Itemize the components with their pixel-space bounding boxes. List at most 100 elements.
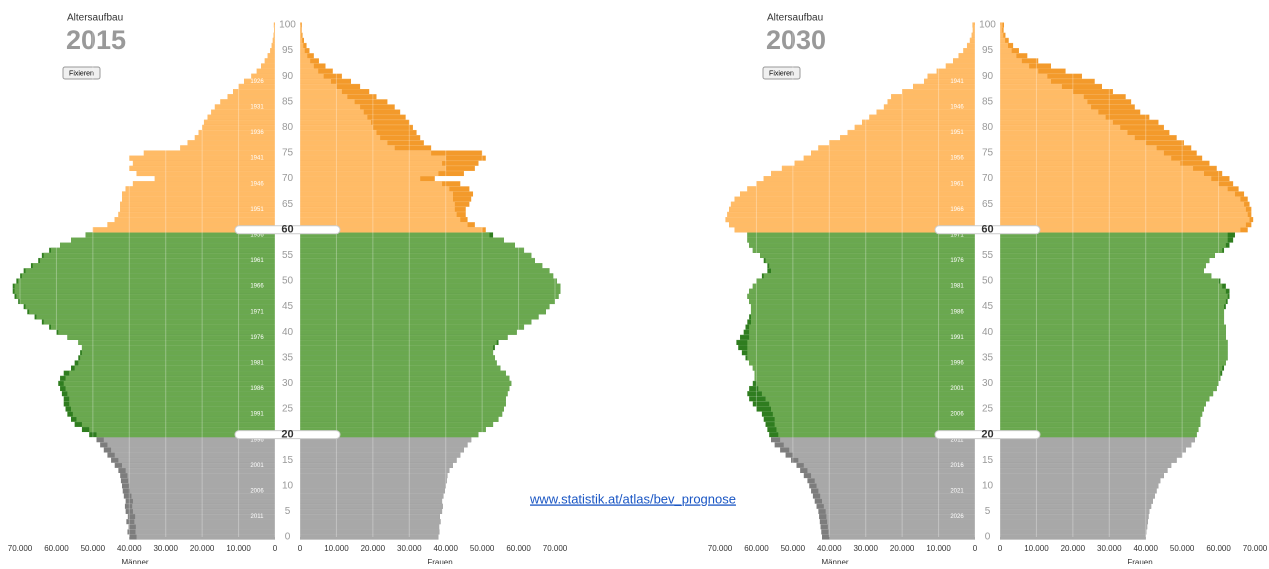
fix-button[interactable]: Fixieren bbox=[62, 66, 101, 80]
bar-common bbox=[972, 27, 975, 33]
age-slider[interactable] bbox=[234, 430, 341, 440]
bar-common bbox=[752, 283, 975, 289]
button-bg[interactable] bbox=[762, 66, 801, 80]
bar-common bbox=[43, 319, 275, 325]
link[interactable]: www.statistik.at/atlas/bev_prognose bbox=[529, 491, 736, 506]
bar-common bbox=[300, 63, 314, 69]
birth-year-label: 2011 bbox=[251, 514, 265, 520]
birth-year-label: 2026 bbox=[950, 514, 964, 520]
bar-common bbox=[300, 498, 443, 504]
birth-year-label: 1946 bbox=[950, 104, 964, 110]
bar-common bbox=[1000, 385, 1217, 392]
x-axis-label: Frauen bbox=[427, 558, 452, 564]
bar-common bbox=[300, 104, 361, 110]
bar-common bbox=[734, 196, 975, 202]
bar-common bbox=[936, 68, 975, 74]
birth-year-label: 1971 bbox=[950, 232, 964, 238]
bar-common bbox=[972, 22, 975, 28]
bar-common bbox=[1000, 324, 1226, 330]
bar-common bbox=[749, 242, 975, 248]
bar-common bbox=[300, 304, 550, 310]
bar-common bbox=[96, 432, 275, 438]
bar-common bbox=[769, 263, 975, 269]
bar-common bbox=[749, 329, 975, 335]
bar-common bbox=[50, 324, 275, 330]
bar-common bbox=[1000, 278, 1219, 284]
y-tick-label: 20 bbox=[981, 429, 993, 441]
bar-common bbox=[1000, 191, 1235, 197]
button-label[interactable]: Fixieren bbox=[69, 70, 94, 77]
age-slider[interactable] bbox=[234, 225, 341, 235]
x-tick-label: 40.000 bbox=[1133, 544, 1158, 553]
bar-common bbox=[740, 191, 975, 197]
birth-year-label: 1961 bbox=[250, 258, 264, 264]
bar-common bbox=[132, 181, 275, 187]
button-label[interactable]: Fixieren bbox=[769, 70, 794, 77]
bar-common bbox=[136, 534, 275, 540]
chart-title: Altersaufbau bbox=[67, 13, 123, 24]
bar-common bbox=[749, 298, 975, 305]
bar-common bbox=[194, 135, 275, 141]
bar-common bbox=[203, 119, 275, 125]
chart-year: 2030 bbox=[766, 25, 826, 55]
bar-common bbox=[227, 94, 275, 100]
x-tick-label: 30.000 bbox=[1097, 544, 1122, 553]
bar-common bbox=[1000, 37, 1006, 43]
y-tick-label: 15 bbox=[982, 455, 994, 466]
bar-common bbox=[132, 508, 275, 514]
bar-common bbox=[300, 437, 472, 443]
y-tick-label: 25 bbox=[282, 404, 294, 415]
bar-common bbox=[774, 421, 975, 427]
bar-common bbox=[65, 375, 276, 381]
bar-common bbox=[803, 155, 975, 161]
bar-common bbox=[1000, 83, 1062, 89]
bar-common bbox=[1000, 140, 1146, 146]
bar-common bbox=[272, 37, 275, 43]
y-tick-label: 25 bbox=[982, 404, 994, 415]
link-text[interactable]: www.statistik.at/atlas/bev_prognose bbox=[529, 491, 736, 506]
age-slider[interactable] bbox=[934, 430, 1041, 440]
button-bg[interactable] bbox=[62, 66, 101, 80]
bar-common bbox=[300, 68, 319, 74]
y-tick-label: 0 bbox=[985, 532, 991, 543]
age-slider[interactable] bbox=[934, 225, 1041, 235]
bar-common bbox=[300, 273, 554, 279]
bar-common bbox=[1000, 22, 1003, 28]
bar-common bbox=[50, 247, 275, 253]
bar-common bbox=[300, 109, 364, 115]
x-tick-label: 30.000 bbox=[153, 544, 178, 553]
bar-common bbox=[1000, 109, 1099, 115]
bar-common bbox=[771, 406, 975, 412]
bar-common bbox=[1000, 467, 1168, 473]
bar-common bbox=[300, 237, 504, 243]
bar-common bbox=[1000, 227, 1241, 233]
bar-common bbox=[1000, 94, 1084, 100]
bar-common bbox=[1000, 473, 1164, 479]
bar-common bbox=[1000, 534, 1146, 540]
bar-common bbox=[14, 288, 276, 294]
bar-common bbox=[827, 524, 975, 530]
y-tick-label: 40 bbox=[282, 327, 294, 338]
bar-common bbox=[971, 32, 975, 38]
bar-common bbox=[1000, 339, 1228, 345]
y-tick-label: 95 bbox=[982, 45, 994, 56]
bar-common bbox=[300, 401, 506, 407]
x-tick-label: 10.000 bbox=[926, 544, 951, 553]
birth-year-label: 2011 bbox=[951, 437, 965, 443]
fix-button[interactable]: Fixieren bbox=[762, 66, 801, 80]
x-tick-label: 60.000 bbox=[44, 544, 69, 553]
bar-common bbox=[154, 176, 275, 182]
bar-common bbox=[1000, 396, 1210, 402]
bar-common bbox=[300, 201, 455, 207]
y-tick-label: 85 bbox=[282, 96, 294, 107]
bar-common bbox=[969, 37, 975, 43]
bar-common bbox=[300, 268, 550, 274]
bar-common bbox=[765, 396, 975, 402]
bar-common bbox=[21, 273, 276, 279]
bar-common bbox=[760, 252, 975, 258]
birth-year-label: 1986 bbox=[950, 309, 964, 315]
bar-common bbox=[1000, 416, 1201, 422]
birth-year-label: 1976 bbox=[250, 335, 264, 341]
bar-common bbox=[1000, 176, 1212, 182]
